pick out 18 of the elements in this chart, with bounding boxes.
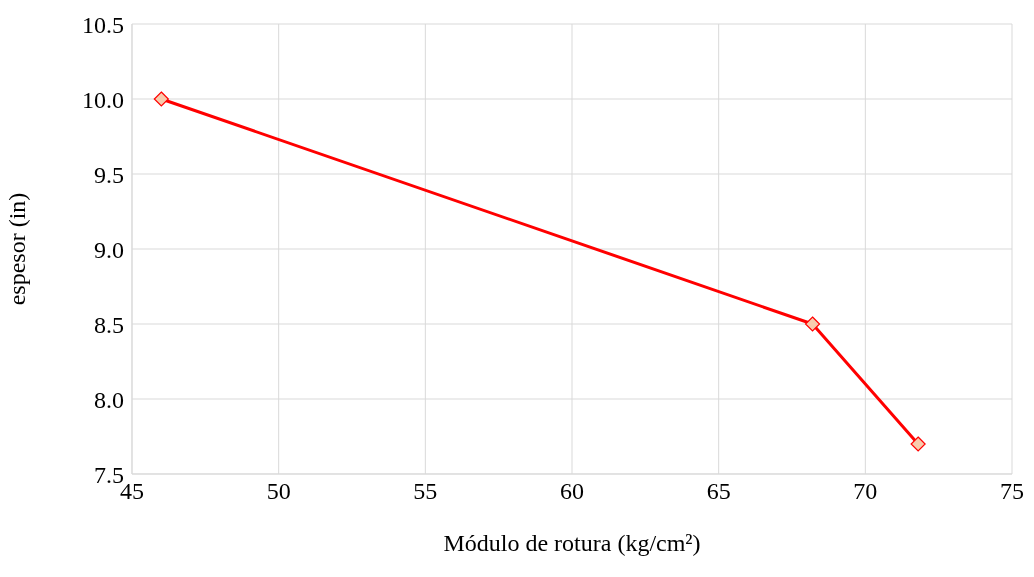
y-axis-title: espesor (in) [3, 192, 30, 306]
x-axis-title: Módulo de rotura (kg/cm²) [443, 530, 701, 556]
y-tick-label: 8.5 [94, 311, 124, 338]
x-tick-label: 50 [266, 478, 291, 505]
x-tick-label: 75 [1000, 478, 1024, 505]
x-tick-label: 70 [853, 478, 878, 505]
y-tick-label: 10.5 [82, 11, 124, 38]
y-tick-label: 9.0 [94, 236, 124, 263]
x-tick-label: 55 [413, 478, 438, 505]
point [153, 91, 169, 107]
x-tick-label: 60 [560, 478, 584, 505]
y-tick-label: 8.0 [94, 386, 124, 413]
x-tick-label: 65 [706, 478, 731, 505]
y-tick-label: 9.5 [94, 161, 124, 188]
point [804, 316, 821, 332]
y-tick-label: 7.5 [94, 461, 124, 488]
y-tick-label: 10.0 [82, 86, 124, 113]
point [910, 436, 926, 452]
